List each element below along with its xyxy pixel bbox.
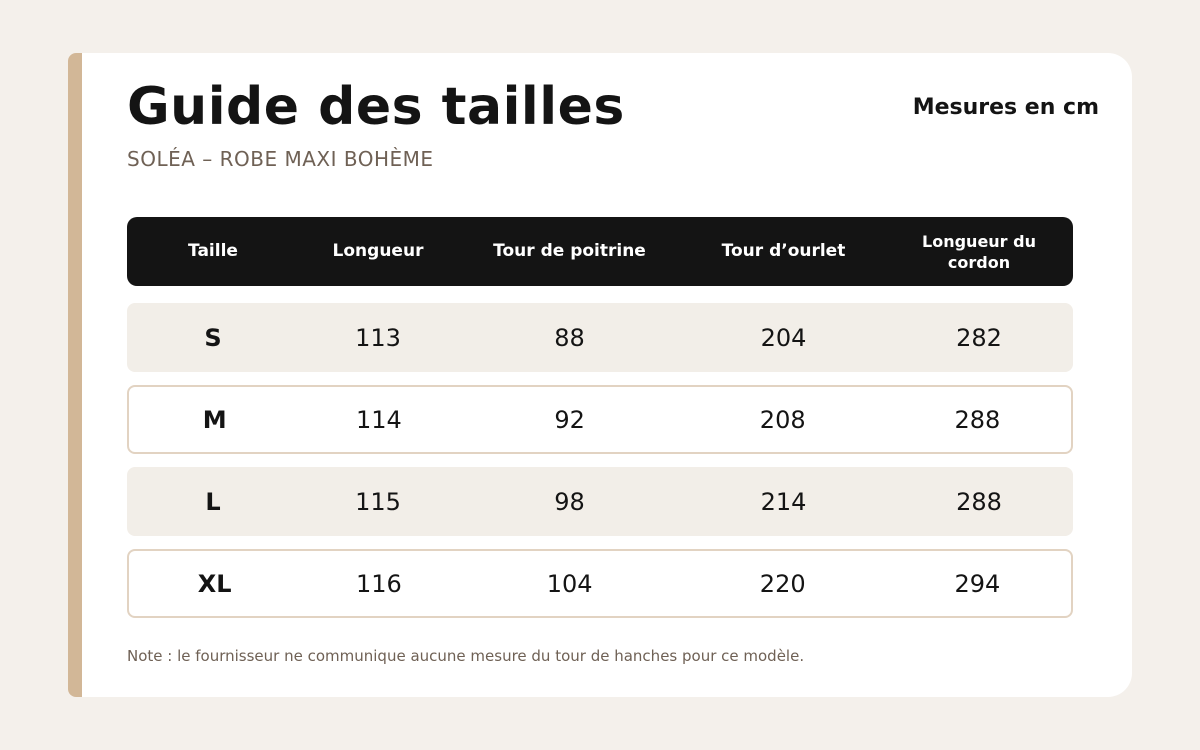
accent-bar xyxy=(68,53,82,697)
cell-hem: 214 xyxy=(760,487,807,516)
footnote: Note : le fournisseur ne communique aucu… xyxy=(127,647,805,665)
column-header-hem: Tour d’ourlet xyxy=(721,241,846,261)
cell-chest: 92 xyxy=(554,405,585,434)
cell-size: L xyxy=(205,487,221,516)
cell-chest: 88 xyxy=(554,323,585,352)
cell-chest: 104 xyxy=(546,569,593,598)
product-subtitle: SOLÉA – ROBE MAXI BOHÈME xyxy=(127,147,434,171)
cell-chest: 98 xyxy=(554,487,585,516)
cell-hem: 204 xyxy=(760,323,807,352)
cell-cord-length: 282 xyxy=(956,323,1002,352)
cell-size: S xyxy=(204,323,222,352)
table-row: L 115 98 214 288 xyxy=(127,467,1073,536)
size-table: Taille Longueur Tour de poitrine Tour d’… xyxy=(127,217,1073,631)
cell-length: 115 xyxy=(355,487,401,516)
cell-cord-length: 294 xyxy=(954,569,1001,598)
cell-cord-length: 288 xyxy=(956,487,1002,516)
cell-cord-length: 288 xyxy=(954,405,1001,434)
cell-hem: 208 xyxy=(759,405,806,434)
table-row: XL 116 104 220 294 xyxy=(127,549,1073,618)
column-header-length: Longueur xyxy=(332,241,424,261)
page-title: Guide des tailles xyxy=(127,77,625,137)
table-body: S 113 88 204 282 M 114 92 208 288 L 115 … xyxy=(127,303,1073,618)
column-header-cord-length: Longueur du cordon xyxy=(922,231,1036,272)
table-header: Taille Longueur Tour de poitrine Tour d’… xyxy=(127,217,1073,286)
column-header-chest: Tour de poitrine xyxy=(493,241,646,261)
column-header-size: Taille xyxy=(188,241,238,261)
table-row: M 114 92 208 288 xyxy=(127,385,1073,454)
cell-hem: 220 xyxy=(759,569,806,598)
cell-size: XL xyxy=(197,569,232,598)
cell-length: 114 xyxy=(356,405,402,434)
cell-length: 116 xyxy=(356,569,402,598)
units-label: Mesures en cm xyxy=(912,95,1099,120)
cell-length: 113 xyxy=(355,323,401,352)
table-row: S 113 88 204 282 xyxy=(127,303,1073,372)
size-guide-card: Guide des tailles SOLÉA – ROBE MAXI BOHÈ… xyxy=(68,53,1132,697)
cell-size: M xyxy=(202,405,227,434)
